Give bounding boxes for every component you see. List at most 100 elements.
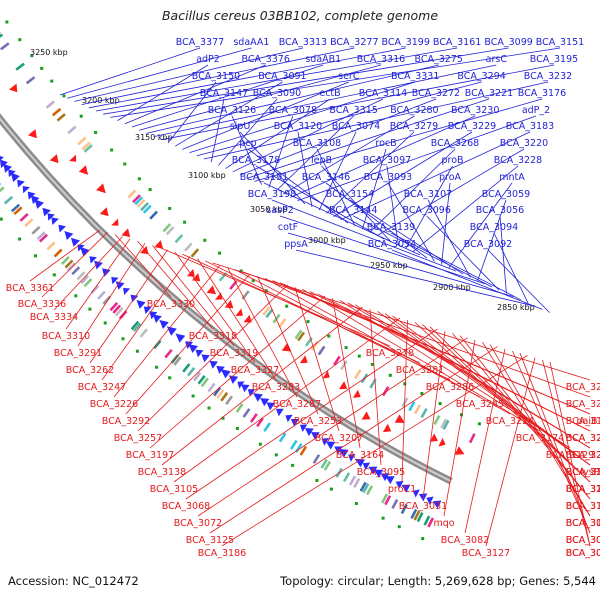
feature-bar	[114, 307, 124, 317]
forward-gene-label: BCA_3074	[332, 121, 380, 132]
feature-bar	[51, 107, 62, 117]
feature-bar	[200, 377, 209, 388]
marker-dot	[103, 321, 107, 325]
forward-gene-connector	[67, 47, 252, 99]
forward-gene-connector	[239, 131, 306, 205]
reverse-gene-arrow	[154, 240, 163, 249]
feature-bar	[420, 407, 428, 419]
forward-gene-connector	[369, 148, 456, 233]
forward-gene-connector	[390, 232, 521, 301]
marker-dot	[306, 320, 310, 324]
forward-gene-label: adP2	[196, 54, 220, 65]
reverse-gene-label: BCA_3186	[198, 548, 246, 559]
forward-gene-arrow	[111, 277, 119, 285]
forward-gene-connector	[325, 182, 428, 259]
forward-gene-arrow	[228, 375, 239, 384]
reverse-gene-arrow	[281, 342, 292, 352]
reverse-gene-arrow	[140, 245, 149, 255]
reverse-gene-label: BCA_3226	[90, 399, 138, 410]
forward-gene-arrow	[201, 354, 210, 363]
feature-bar	[359, 481, 367, 492]
forward-gene-label: BCA_3091	[258, 71, 306, 82]
forward-gene-arrow	[241, 384, 250, 393]
feature-bar	[272, 313, 281, 324]
forward-gene-label: sasP2	[266, 205, 294, 216]
feature-bar	[299, 445, 308, 456]
reverse-gene-arrow	[28, 129, 37, 139]
reverse-gene-label: BCA_3016	[566, 518, 600, 529]
feature-bar	[31, 225, 41, 235]
feature-bar	[468, 433, 476, 444]
reverse-gene-label: BCA_3207	[315, 433, 363, 444]
feature-bar	[10, 203, 21, 213]
forward-gene-connector	[131, 64, 324, 128]
forward-gene-label: BCA_3314	[359, 88, 407, 99]
feature-bar	[77, 136, 87, 146]
forward-gene-connector	[275, 115, 354, 192]
feature-bar	[0, 33, 4, 42]
forward-gene-arrow	[47, 213, 55, 221]
forward-gene-label: cotF	[278, 222, 298, 233]
forward-gene-label: BCA_3294	[457, 71, 505, 82]
feature-bar	[0, 42, 10, 51]
kbp-tick-label: 2950 kbp	[370, 261, 408, 270]
reverse-gene-arrow	[299, 355, 308, 364]
reverse-gene-connector	[173, 317, 401, 483]
reverse-gene-connector	[152, 245, 235, 347]
reverse-gene-connector	[197, 337, 468, 517]
reverse-gene-connector	[443, 339, 476, 517]
reverse-gene-connector	[212, 262, 591, 381]
reverse-gene-connector	[77, 242, 146, 347]
forward-gene-connector	[349, 199, 464, 275]
reverse-gene-arrow	[111, 218, 119, 226]
forward-gene-arrow	[401, 484, 411, 493]
feature-bar	[112, 304, 122, 314]
feature-bar	[132, 194, 141, 204]
forward-gene-label: BCA_3059	[482, 189, 530, 200]
reverse-gene-label: BCA_3253	[294, 416, 342, 427]
reverse-gene-label: BCA_3169	[566, 467, 600, 478]
feature-bar	[312, 454, 321, 464]
forward-gene-arrow	[80, 246, 90, 257]
forward-gene-connector	[287, 232, 514, 297]
forward-gene-label: BCA_3144	[329, 205, 377, 216]
marker-dot	[88, 307, 92, 311]
forward-gene-connector	[174, 81, 283, 147]
forward-gene-label: BCA_3221	[465, 88, 513, 99]
forward-gene-arrow	[321, 438, 330, 446]
reverse-gene-label: BCA_3127	[462, 548, 510, 559]
reverse-gene-arrow	[224, 300, 234, 309]
forward-gene-arrow	[115, 281, 125, 290]
reverse-gene-connector	[174, 251, 256, 364]
marker-dot	[18, 237, 22, 241]
forward-gene-connector	[362, 148, 387, 230]
reverse-gene-label: BCA_3291	[54, 348, 102, 359]
reverse-gene-label: BCA_3278	[366, 348, 414, 359]
forward-gene-connector	[139, 64, 382, 131]
marker-dot	[34, 254, 37, 258]
forward-gene-label: BCA_3316	[357, 54, 405, 65]
reverse-gene-arrow	[186, 268, 195, 277]
reverse-gene-connector	[209, 346, 498, 534]
reverse-gene-connector	[422, 331, 446, 500]
forward-gene-connector	[255, 165, 385, 240]
reverse-gene-connector	[302, 289, 541, 432]
reverse-gene-connector	[227, 267, 298, 398]
forward-gene-arrow	[266, 402, 276, 411]
reverse-gene-connector	[519, 353, 591, 534]
forward-gene-label: ectB	[319, 88, 340, 99]
forward-gene-label: BCA_3120	[274, 121, 322, 132]
forward-gene-arrow	[58, 224, 66, 233]
forward-gene-arrow	[385, 476, 395, 485]
feature-bar	[67, 262, 77, 272]
marker-dot	[397, 525, 401, 529]
forward-gene-label: BCA_3056	[476, 205, 524, 216]
marker-dot	[327, 334, 331, 338]
forward-gene-label: sdaAB1	[305, 54, 341, 65]
reverse-gene-label: BCA_3085	[566, 548, 600, 559]
feature-bar	[220, 392, 229, 402]
forward-gene-arrow	[94, 260, 103, 270]
feature-bar	[83, 144, 93, 153]
forward-gene-connector	[210, 98, 225, 163]
marker-dot	[218, 251, 222, 255]
